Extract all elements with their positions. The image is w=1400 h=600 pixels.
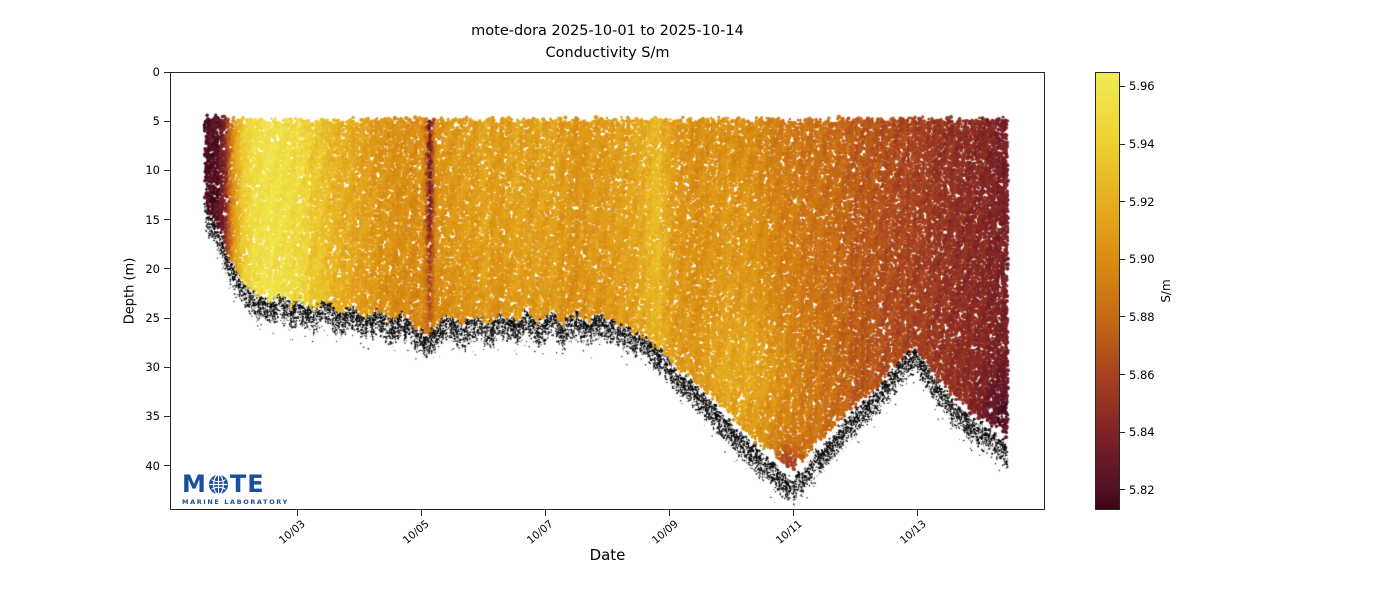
x-tick-mark: [917, 510, 919, 516]
x-axis-label: Date: [589, 546, 626, 564]
y-tick-mark: [164, 366, 170, 368]
x-tick-mark: [544, 510, 546, 516]
x-tick-mark: [420, 510, 422, 516]
logo-globe-icon: [208, 473, 229, 495]
y-tick-mark: [164, 317, 170, 319]
colorbar-tick-mark: [1120, 258, 1125, 260]
chart-title: mote-dora 2025-10-01 to 2025-10-14 Condu…: [170, 20, 1045, 64]
colorbar-tick-label: 5.86: [1129, 367, 1155, 382]
mote-logo-word: M TE: [182, 472, 289, 496]
colorbar-tick-mark: [1120, 85, 1125, 87]
y-tick-label: 5: [152, 114, 160, 129]
colorbar: [1095, 72, 1120, 510]
logo-text-m: M: [182, 470, 207, 498]
colorbar-tick-mark: [1120, 201, 1125, 203]
y-tick-mark: [164, 71, 170, 73]
x-tick-mark: [669, 510, 671, 516]
y-tick-label: 40: [145, 458, 160, 473]
x-tick-mark: [296, 510, 298, 516]
y-tick-label: 35: [145, 409, 160, 424]
colorbar-tick-mark: [1120, 374, 1125, 376]
colorbar-tick-mark: [1120, 489, 1125, 491]
y-tick-mark: [164, 219, 170, 221]
chart-title-line1: mote-dora 2025-10-01 to 2025-10-14: [471, 23, 744, 39]
colorbar-tick-label: 5.92: [1129, 194, 1155, 209]
colorbar-tick-label: 5.84: [1129, 425, 1155, 440]
logo-text-te: TE: [229, 470, 265, 498]
colorbar-label: S/m: [1159, 279, 1173, 303]
colorbar-tick-label: 5.94: [1129, 137, 1155, 152]
colorbar-tick-mark: [1120, 431, 1125, 433]
colorbar-tick-label: 5.96: [1129, 79, 1155, 94]
colorbar-tick-mark: [1120, 143, 1125, 145]
colorbar-tick-label: 5.88: [1129, 309, 1155, 324]
colorbar-tick-mark: [1120, 316, 1125, 318]
logo-subtitle: MARINE LABORATORY: [182, 498, 289, 506]
y-tick-label: 25: [145, 311, 160, 326]
colorbar-tick-label: 5.90: [1129, 252, 1155, 267]
y-tick-mark: [164, 120, 170, 122]
chart-title-line2: Conductivity S/m: [545, 45, 670, 61]
y-tick-label: 30: [145, 360, 160, 375]
y-tick-label: 20: [145, 261, 160, 276]
y-tick-label: 15: [145, 212, 160, 227]
x-tick-mark: [793, 510, 795, 516]
mote-logo: M TE MARINE LABORATORY: [182, 472, 289, 506]
colorbar-tick-label: 5.82: [1129, 482, 1155, 497]
y-tick-label: 10: [145, 163, 160, 178]
y-tick-mark: [164, 169, 170, 171]
y-tick-mark: [164, 415, 170, 417]
y-tick-label: 0: [152, 65, 160, 79]
y-tick-mark: [164, 268, 170, 270]
y-tick-mark: [164, 465, 170, 467]
